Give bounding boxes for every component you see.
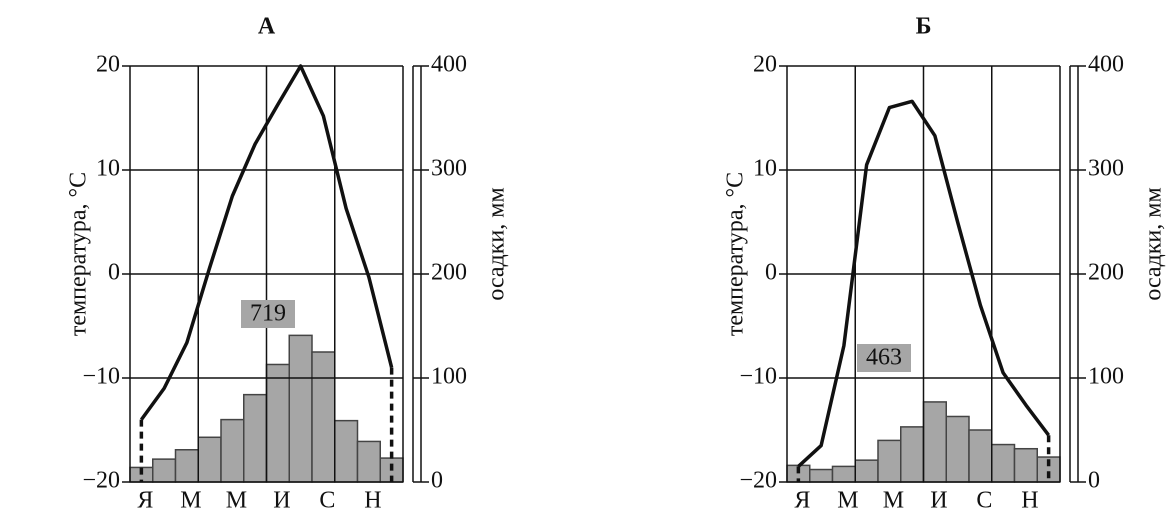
annotation: 719 xyxy=(250,301,286,327)
chart-title: Б xyxy=(916,14,932,40)
x-tick-label: М xyxy=(883,488,904,514)
x-tick-label: Я xyxy=(794,488,810,514)
precip-bar xyxy=(945,415,970,483)
y-axis-label: температура, °С xyxy=(723,172,749,336)
precip-bar xyxy=(877,439,902,483)
precip-bar xyxy=(831,465,856,483)
precip-bar xyxy=(900,426,925,483)
precip-bar xyxy=(334,419,359,483)
precip-bar xyxy=(243,393,268,483)
y-tick-label: 0 xyxy=(108,260,120,286)
x-tick-label: М xyxy=(226,488,247,514)
y2-tick-label: 200 xyxy=(431,260,467,286)
precip-bar xyxy=(1013,447,1038,483)
precip-bar xyxy=(220,418,245,483)
y2-tick-label: 400 xyxy=(431,52,467,78)
x-tick-label: Н xyxy=(364,488,381,514)
precip-bar xyxy=(809,468,834,483)
x-tick-label: С xyxy=(976,488,992,514)
y2-tick-label: 400 xyxy=(1088,52,1124,78)
x-tick-label: М xyxy=(180,488,201,514)
y2-tick-label: 300 xyxy=(1088,156,1124,182)
y-tick-label: −20 xyxy=(82,468,120,494)
y2-axis-label: осадки, мм xyxy=(484,187,510,300)
x-tick-label: И xyxy=(930,488,947,514)
precip-bar xyxy=(356,440,381,483)
precip-bar xyxy=(968,429,993,483)
chart-title: А xyxy=(258,14,276,40)
y2-tick-label: 100 xyxy=(431,364,467,390)
y2-tick-label: 0 xyxy=(1088,468,1100,494)
x-tick-label: И xyxy=(273,488,290,514)
y2-tick-label: 100 xyxy=(1088,364,1124,390)
annotation-box xyxy=(241,300,295,328)
y-tick-label: 20 xyxy=(96,52,120,78)
annotation: 463 xyxy=(866,345,902,371)
y2-tick-label: 300 xyxy=(431,156,467,182)
y-tick-label: 10 xyxy=(96,156,120,182)
x-tick-label: М xyxy=(837,488,858,514)
precip-bar xyxy=(311,351,336,483)
precip-bar xyxy=(922,401,947,483)
x-tick-label: С xyxy=(319,488,335,514)
precip-bar xyxy=(174,449,199,483)
y-tick-label: −10 xyxy=(82,364,120,390)
y-tick-label: −20 xyxy=(739,468,777,494)
temperature-line xyxy=(139,64,394,421)
y-tick-label: 20 xyxy=(753,52,777,78)
y2-tick-label: 200 xyxy=(1088,260,1124,286)
x-tick-label: Н xyxy=(1021,488,1038,514)
precip-bar xyxy=(197,436,222,483)
annotation-box xyxy=(857,344,911,372)
y-axis-label: температура, °С xyxy=(66,172,92,336)
y-tick-label: 0 xyxy=(765,260,777,286)
y-tick-label: −10 xyxy=(739,364,777,390)
precip-bar xyxy=(152,458,177,483)
precip-bar xyxy=(265,363,290,483)
x-tick-label: Я xyxy=(137,488,153,514)
y-tick-label: 10 xyxy=(753,156,777,182)
temperature-line xyxy=(797,99,1051,468)
y2-tick-label: 0 xyxy=(431,468,443,494)
precip-bar xyxy=(854,459,879,483)
precip-bar xyxy=(288,334,313,483)
y2-axis-label: осадки, мм xyxy=(1141,187,1167,300)
precip-bar xyxy=(991,443,1016,483)
